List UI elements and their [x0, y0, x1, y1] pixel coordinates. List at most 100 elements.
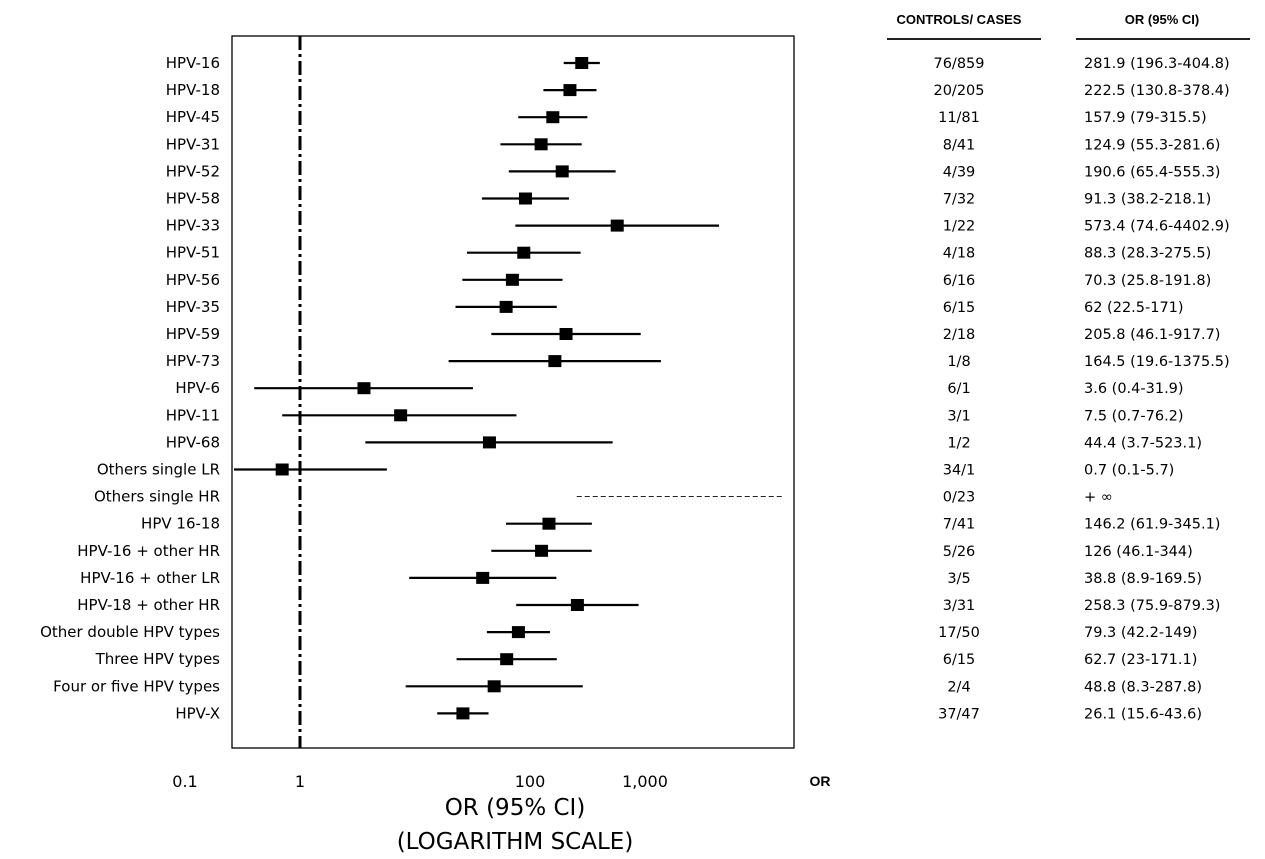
row-6: HPV-58 7/32 91.3 (38.2-218.1): [166, 190, 1211, 208]
controls-cases-value: 4/18: [943, 246, 976, 262]
controls-cases-value: 8/41: [943, 137, 976, 153]
row-label: HPV-33: [166, 217, 220, 235]
plot-frame: [231, 35, 795, 749]
row-label: HPV-6: [175, 379, 220, 397]
row-2: HPV-18 20/205 222.5 (130.8-378.4): [166, 81, 1230, 99]
row-3: HPV-45 11/81 157.9 (79-315.5): [166, 108, 1207, 126]
or-ci-value: 88.3 (28.3-275.5): [1084, 246, 1211, 262]
or-point-marker: [555, 165, 569, 178]
or-axis-label: OR: [810, 773, 831, 789]
x-tick-label: 1: [295, 772, 305, 791]
row-label: HPV-68: [166, 433, 220, 451]
controls-cases-value: 6/1: [947, 381, 970, 397]
row-12: HPV-73 1/8 164.5 (19.6-1375.5): [166, 352, 1230, 370]
row-1: HPV-16 76/859 281.9 (196.3-404.8): [166, 54, 1230, 72]
or-ci-value: 44.4 (3.7-523.1): [1084, 435, 1202, 451]
controls-cases-value: 6/16: [943, 273, 976, 289]
or-ci-value: 126 (46.1-344): [1084, 544, 1193, 560]
row-label: Three HPV types: [95, 650, 221, 668]
controls-cases-value: 17/50: [938, 625, 980, 641]
controls-cases-value: 20/205: [933, 83, 984, 99]
header-controls-cases: CONTROLS/ CASES: [897, 12, 1022, 27]
x-tick-label: 1,000: [622, 772, 668, 791]
row-label: HPV-58: [166, 190, 220, 208]
controls-cases-value: 7/41: [943, 517, 976, 533]
row-22: Other double HPV types 17/50 79.3 (42.2-14…: [40, 623, 1197, 641]
x-axis-ticks: 0.1 1 100 1,000: [172, 772, 668, 791]
x-axis-subtitle: (LOGARITHM SCALE): [397, 829, 634, 855]
or-ci-value: 146.2 (61.9-345.1): [1084, 517, 1220, 533]
row-label: HPV-16 + other LR: [80, 569, 220, 587]
or-ci-value: 91.3 (38.2-218.1): [1084, 192, 1211, 208]
or-point-marker: [542, 517, 556, 530]
header-or-ci: OR (95% CI): [1125, 12, 1199, 27]
row-23: Three HPV types 6/15 62.7 (23-171.1): [95, 650, 1198, 668]
x-axis-title: OR (95% CI): [445, 795, 586, 821]
controls-cases-value: 1/8: [947, 354, 970, 370]
controls-cases-value: 76/859: [933, 56, 984, 72]
row-label: HPV-X: [175, 704, 220, 722]
rows-layer: HPV-16 76/859 281.9 (196.3-404.8) HPV-18 20/…: [40, 54, 1230, 722]
x-tick-label: 0.1: [172, 772, 197, 791]
or-ci-value: 79.3 (42.2-149): [1084, 625, 1197, 641]
row-8: HPV-51 4/18 88.3 (28.3-275.5): [166, 244, 1211, 262]
row-label: HPV-52: [166, 162, 220, 180]
row-label: Others single HR: [94, 488, 220, 506]
row-19: HPV-16 + other HR 5/26 126 (46.1-344): [77, 542, 1193, 560]
row-label: HPV-16: [166, 54, 220, 72]
row-label: HPV-59: [166, 325, 220, 343]
row-7: HPV-33 1/22 573.4 (74.6-4402.9): [166, 217, 1230, 235]
row-label: HPV-16 + other HR: [77, 542, 220, 560]
or-point-marker: [563, 84, 577, 97]
or-point-marker: [517, 246, 531, 259]
controls-cases-value: 1/2: [947, 435, 970, 451]
or-point-marker: [518, 192, 532, 205]
or-ci-value: 157.9 (79-315.5): [1084, 110, 1207, 126]
row-5: HPV-52 4/39 190.6 (65.4-555.3): [166, 162, 1221, 180]
controls-cases-value: 37/47: [938, 706, 980, 722]
or-ci-value: 3.6 (0.4-31.9): [1084, 381, 1184, 397]
row-label: Four or five HPV types: [53, 677, 220, 695]
controls-cases-value: 7/32: [943, 192, 976, 208]
controls-cases-value: 3/5: [947, 571, 970, 587]
x-tick-label: 100: [515, 772, 546, 791]
or-point-marker: [456, 707, 470, 720]
or-ci-value: 26.1 (15.6-43.6): [1084, 706, 1202, 722]
row-20: HPV-16 + other LR 3/5 38.8 (8.9-169.5): [80, 569, 1202, 587]
or-ci-value: 48.8 (8.3-287.8): [1084, 679, 1202, 695]
or-point-marker: [575, 57, 589, 69]
controls-cases-value: 2/18: [943, 327, 976, 343]
or-ci-value: 62.7 (23-171.1): [1084, 652, 1197, 668]
row-label: HPV-73: [166, 352, 220, 370]
row-18: HPV 16-18 7/41 146.2 (61.9-345.1): [141, 515, 1220, 533]
or-point-marker: [357, 382, 371, 395]
or-point-marker: [487, 680, 501, 693]
row-label: HPV 16-18: [141, 515, 220, 533]
or-ci-value: + ∞: [1084, 490, 1113, 506]
or-ci-value: 190.6 (65.4-555.3): [1084, 164, 1220, 180]
row-label: HPV-18 + other HR: [77, 596, 220, 614]
or-point-marker: [570, 599, 584, 611]
or-ci-value: 62 (22.5-171): [1084, 300, 1184, 316]
controls-cases-value: 34/1: [943, 463, 976, 479]
row-label: HPV-35: [166, 298, 220, 316]
row-label: HPV-11: [166, 406, 220, 424]
or-point-marker: [476, 571, 490, 584]
or-point-marker: [559, 328, 573, 340]
or-point-marker: [500, 653, 514, 666]
or-point-marker: [610, 219, 624, 232]
row-label: HPV-56: [166, 271, 220, 289]
controls-cases-value: 2/4: [947, 679, 970, 695]
controls-cases-value: 0/23: [943, 490, 976, 506]
row-24: Four or five HPV types 2/4 48.8 (8.3-287.8…: [53, 677, 1202, 695]
row-9: HPV-56 6/16 70.3 (25.8-191.8): [166, 271, 1211, 289]
row-13: HPV-6 6/1 3.6 (0.4-31.9): [175, 379, 1183, 397]
or-point-marker: [546, 111, 560, 124]
controls-cases-value: 4/39: [943, 164, 976, 180]
row-17: Others single HR 0/23 + ∞: [94, 488, 1113, 506]
controls-cases-value: 6/15: [943, 300, 976, 316]
or-point-marker: [499, 300, 513, 313]
controls-cases-value: 11/81: [938, 110, 980, 126]
row-14: HPV-11 3/1 7.5 (0.7-76.2): [166, 406, 1184, 424]
or-point-marker: [275, 463, 289, 476]
